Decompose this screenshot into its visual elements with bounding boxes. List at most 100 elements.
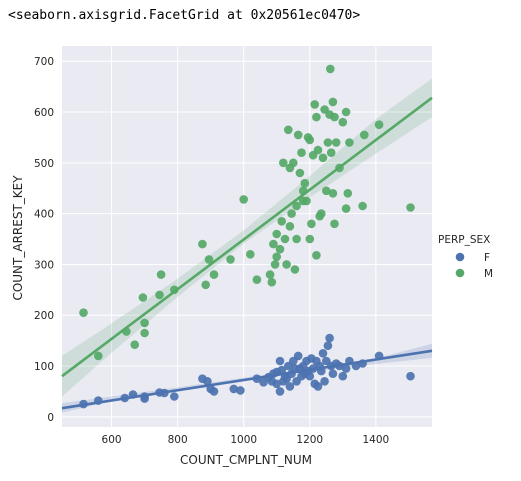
- y-tick-label: 400: [34, 209, 54, 221]
- point-f: [341, 364, 351, 373]
- point-f: [236, 386, 245, 395]
- x-tick-label: 1000: [230, 434, 257, 446]
- point-m: [279, 158, 288, 168]
- point-m: [272, 229, 282, 239]
- fit-line-m: [61, 96, 433, 378]
- point-m: [312, 251, 321, 260]
- legend-marker-m: [455, 268, 465, 278]
- point-f: [313, 382, 323, 391]
- point-f: [285, 382, 295, 391]
- x-tick-label: 1400: [362, 434, 389, 446]
- point-m: [290, 265, 300, 274]
- point-m: [313, 145, 323, 155]
- point-m: [292, 201, 301, 211]
- point-m: [269, 239, 278, 249]
- point-m: [305, 135, 315, 145]
- y-tick-label: 500: [34, 158, 54, 170]
- y-tick-label: 300: [34, 259, 54, 271]
- point-m: [331, 138, 341, 147]
- point-m: [295, 168, 305, 178]
- point-m: [239, 195, 248, 204]
- point-f: [406, 371, 415, 381]
- point-f: [272, 379, 282, 389]
- point-m: [300, 178, 310, 188]
- point-m: [201, 280, 210, 290]
- point-m: [341, 107, 351, 117]
- point-m: [358, 201, 367, 211]
- x-tick-labels: 600 800 1000 1200 1400: [102, 434, 390, 446]
- y-tick-label: 0: [47, 412, 54, 424]
- point-m: [322, 186, 331, 196]
- point-m: [328, 189, 338, 198]
- point-m: [341, 204, 351, 213]
- point-m: [302, 196, 311, 206]
- y-tick-label: 100: [34, 361, 54, 373]
- point-m: [323, 138, 333, 147]
- legend-label-f: F: [484, 252, 490, 264]
- x-tick-label: 600: [102, 434, 122, 446]
- point-m: [310, 100, 320, 109]
- point-m: [209, 270, 219, 279]
- point-m: [297, 148, 306, 157]
- point-m: [272, 252, 282, 262]
- point-m: [277, 217, 287, 226]
- point-m: [246, 250, 255, 259]
- point-m: [305, 234, 315, 244]
- y-tick-label: 600: [34, 107, 54, 119]
- point-f: [338, 371, 348, 381]
- point-m: [140, 328, 149, 338]
- point-m: [360, 130, 369, 140]
- x-axis-label: COUNT_CMPLNT_NUM: [180, 453, 312, 467]
- point-m: [204, 255, 214, 264]
- y-tick-label: 700: [34, 56, 54, 68]
- point-m: [326, 148, 336, 157]
- point-m: [406, 203, 415, 212]
- legend-label-m: M: [484, 268, 493, 280]
- point-m: [330, 219, 339, 229]
- output-repr-text: <seaborn.axisgrid.FacetGrid at 0x20561ec…: [8, 8, 361, 23]
- point-m: [156, 270, 166, 279]
- y-tick-labels: 0 100 200 300 400 500 600 700: [34, 56, 54, 424]
- point-m: [285, 222, 295, 231]
- point-m: [338, 117, 348, 127]
- x-tick-label: 800: [168, 434, 188, 446]
- point-m: [280, 234, 290, 244]
- point-m: [226, 255, 235, 264]
- point-m: [140, 318, 149, 328]
- point-m: [328, 97, 338, 107]
- point-f: [209, 387, 219, 396]
- point-m: [252, 275, 262, 285]
- legend-marker-f: [455, 252, 465, 262]
- x-tick-label: 1200: [296, 434, 323, 446]
- point-f: [320, 377, 329, 386]
- point-f: [323, 341, 333, 351]
- point-m: [287, 209, 296, 218]
- point-f: [203, 377, 212, 386]
- point-m: [343, 189, 353, 198]
- point-m: [94, 351, 103, 361]
- legend: PERP_SEX FM: [438, 234, 493, 280]
- point-m: [265, 270, 275, 279]
- point-m: [292, 234, 301, 244]
- point-m: [155, 290, 164, 300]
- fit-line-f: [61, 349, 433, 410]
- point-m: [289, 158, 298, 168]
- point-f: [275, 356, 285, 366]
- point-f: [305, 371, 315, 381]
- point-m: [330, 112, 339, 122]
- point-f: [325, 333, 334, 343]
- point-m: [318, 153, 328, 163]
- point-m: [79, 308, 88, 318]
- point-m: [267, 277, 277, 287]
- regression-lines: [61, 96, 433, 410]
- point-f: [318, 349, 328, 358]
- point-f: [293, 351, 303, 361]
- y-axis-label: COUNT_ARREST_KEY: [11, 175, 25, 301]
- point-f: [170, 392, 179, 401]
- point-m: [138, 293, 148, 302]
- point-m: [270, 260, 280, 269]
- point-m: [198, 239, 207, 249]
- point-m: [130, 340, 139, 350]
- point-f: [229, 384, 239, 394]
